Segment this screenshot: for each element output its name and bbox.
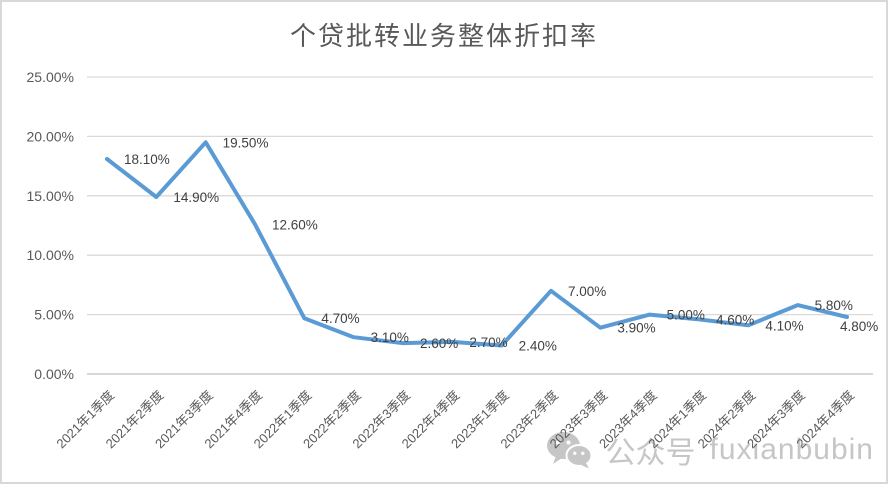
y-axis-tick-label: 5.00% (34, 307, 74, 323)
watermark-account-name: fuxianbubin (709, 433, 874, 466)
data-label: 19.50% (223, 135, 269, 150)
y-axis-tick-label: 25.00% (27, 69, 74, 85)
wechat-icon (546, 432, 592, 469)
data-label: 18.10% (124, 152, 170, 167)
data-label: 2.70% (469, 335, 507, 350)
data-label: 7.00% (568, 284, 606, 299)
data-label: 5.00% (667, 308, 705, 323)
data-label: 2.40% (519, 338, 557, 353)
series-line (105, 140, 849, 348)
data-label: 3.10% (371, 330, 409, 345)
data-label: 14.90% (173, 190, 219, 205)
y-axis-tick-label: 10.00% (27, 247, 74, 263)
chart-title: 个贷批转业务整体折扣率 (289, 22, 598, 52)
watermark: 公众号 fuxianbubin (546, 428, 874, 472)
data-label: 12.60% (272, 217, 318, 232)
data-label: 5.80% (815, 298, 853, 313)
y-axis-tick-label: 15.00% (27, 188, 74, 204)
y-axis-tick-label: 0.00% (34, 366, 74, 382)
data-label: 4.10% (765, 318, 803, 333)
data-label: 4.70% (321, 311, 359, 326)
data-label: 3.90% (617, 321, 655, 336)
data-label: 2.60% (420, 336, 458, 351)
data-label: 4.60% (716, 312, 754, 327)
data-label: 4.80% (840, 319, 878, 334)
y-axis-tick-label: 20.00% (27, 128, 74, 144)
watermark-account-label: 公众号 (605, 437, 696, 470)
